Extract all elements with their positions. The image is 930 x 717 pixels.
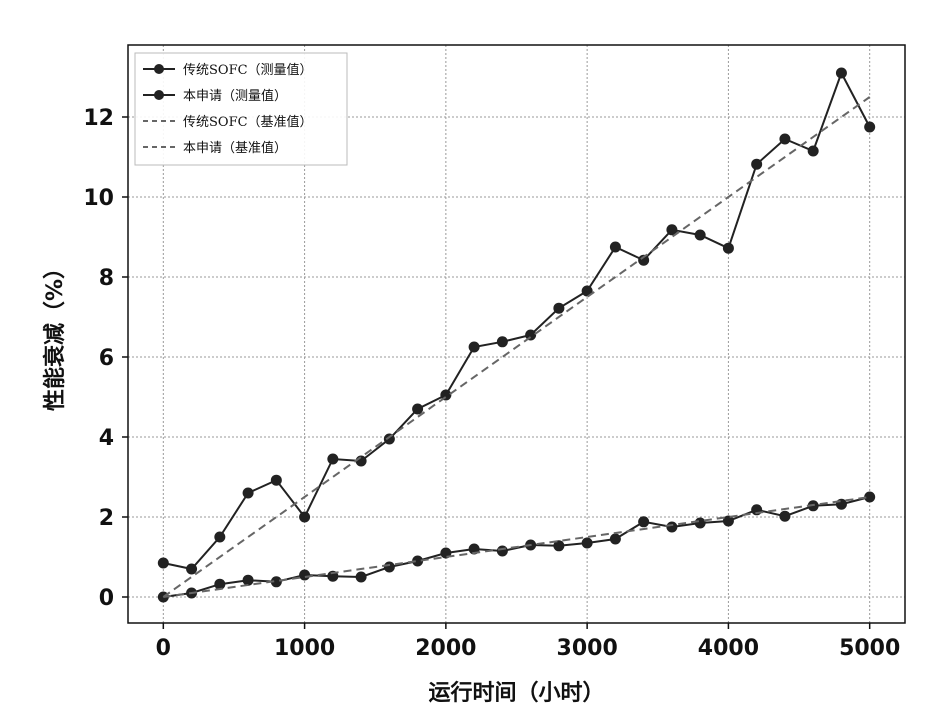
- data-point-series-1: [666, 522, 677, 533]
- x-tick-label: 1000: [274, 636, 335, 661]
- legend-label: 传统SOFC（基准值）: [183, 114, 313, 130]
- legend-label: 传统SOFC（测量值）: [183, 62, 313, 78]
- data-point-series-0: [158, 558, 169, 569]
- data-point-series-1: [299, 570, 310, 581]
- data-point-series-1: [836, 499, 847, 510]
- data-point-series-1: [695, 518, 706, 529]
- data-point-series-1: [582, 538, 593, 549]
- y-tick-label: 6: [99, 346, 114, 371]
- data-point-series-0: [356, 456, 367, 467]
- series-line-2: [163, 97, 869, 597]
- x-tick-label: 5000: [839, 636, 900, 661]
- legend-label: 本申请（测量值）: [183, 88, 287, 104]
- y-tick-label: 12: [83, 106, 114, 131]
- x-tick-label: 0: [156, 636, 171, 661]
- data-point-series-1: [638, 516, 649, 527]
- legend-label: 本申请（基准值）: [183, 140, 287, 156]
- data-point-series-0: [610, 242, 621, 253]
- data-point-series-0: [186, 564, 197, 575]
- data-point-series-0: [299, 512, 310, 523]
- data-point-series-0: [214, 532, 225, 543]
- y-tick-label: 4: [99, 426, 114, 451]
- data-point-series-0: [327, 454, 338, 465]
- legend: 传统SOFC（测量值） 本申请（测量值） 传统SOFC（基准值） 本申请（基准值）: [135, 53, 347, 165]
- y-tick-label: 10: [83, 186, 114, 211]
- data-point-series-1: [779, 511, 790, 522]
- legend-swatch-marker: [154, 90, 164, 100]
- data-point-series-0: [751, 159, 762, 170]
- data-point-series-1: [610, 534, 621, 545]
- data-point-series-0: [243, 488, 254, 499]
- data-point-series-0: [779, 134, 790, 145]
- data-point-series-0: [271, 475, 282, 486]
- data-point-series-0: [808, 146, 819, 157]
- data-point-series-0: [836, 68, 847, 79]
- data-point-series-0: [384, 434, 395, 445]
- data-point-series-0: [412, 404, 423, 415]
- y-axis-label: 性能衰减（%）: [42, 257, 68, 411]
- y-tick-label: 2: [99, 506, 114, 531]
- data-point-series-0: [497, 336, 508, 347]
- y-tick-label: 0: [99, 586, 114, 611]
- data-point-series-0: [469, 342, 480, 353]
- data-point-series-0: [864, 122, 875, 133]
- ticks-layer: 0 1000 2000 3000 4000 5000 0 2 4 6 8 10 12: [83, 106, 900, 661]
- data-point-series-0: [553, 303, 564, 314]
- y-tick-label: 8: [99, 266, 114, 291]
- data-point-series-0: [723, 243, 734, 254]
- x-tick-label: 4000: [698, 636, 759, 661]
- legend-swatch-marker: [154, 64, 164, 74]
- data-point-series-1: [384, 562, 395, 573]
- data-point-series-1: [356, 572, 367, 583]
- data-point-series-1: [497, 546, 508, 557]
- data-point-series-0: [695, 230, 706, 241]
- x-tick-label: 2000: [415, 636, 476, 661]
- x-tick-label: 3000: [557, 636, 618, 661]
- x-axis-label: 运行时间（小时）: [428, 680, 604, 706]
